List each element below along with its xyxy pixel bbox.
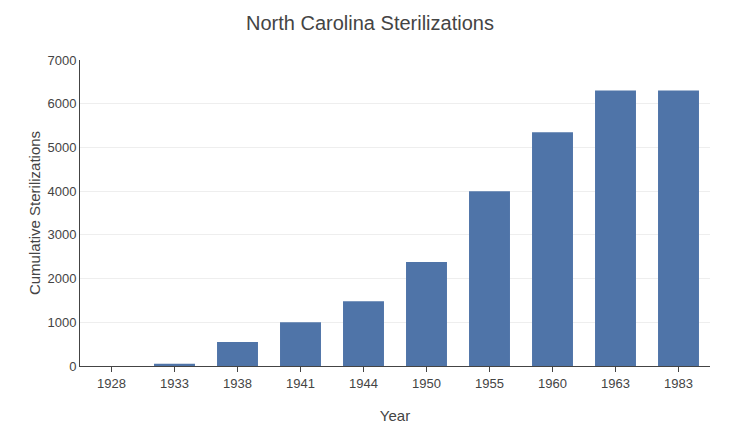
- svg-text:0: 0: [69, 359, 76, 374]
- svg-text:1950: 1950: [412, 376, 441, 391]
- svg-text:7000: 7000: [47, 53, 76, 68]
- svg-text:North Carolina Sterilizations: North Carolina Sterilizations: [246, 12, 494, 34]
- svg-text:2000: 2000: [47, 271, 76, 286]
- svg-text:5000: 5000: [47, 140, 76, 155]
- svg-text:1938: 1938: [223, 376, 252, 391]
- svg-text:Year: Year: [380, 407, 410, 424]
- svg-text:1983: 1983: [664, 376, 693, 391]
- svg-text:3000: 3000: [47, 227, 76, 242]
- svg-text:1928: 1928: [97, 376, 126, 391]
- svg-text:1941: 1941: [286, 376, 315, 391]
- svg-text:1944: 1944: [349, 376, 378, 391]
- svg-text:1000: 1000: [47, 315, 76, 330]
- svg-text:1963: 1963: [601, 376, 630, 391]
- svg-text:1955: 1955: [475, 376, 504, 391]
- svg-text:4000: 4000: [47, 184, 76, 199]
- svg-text:1960: 1960: [538, 376, 567, 391]
- svg-text:1933: 1933: [160, 376, 189, 391]
- svg-text:6000: 6000: [47, 96, 76, 111]
- svg-text:Cumulative Sterilizations: Cumulative Sterilizations: [26, 131, 43, 295]
